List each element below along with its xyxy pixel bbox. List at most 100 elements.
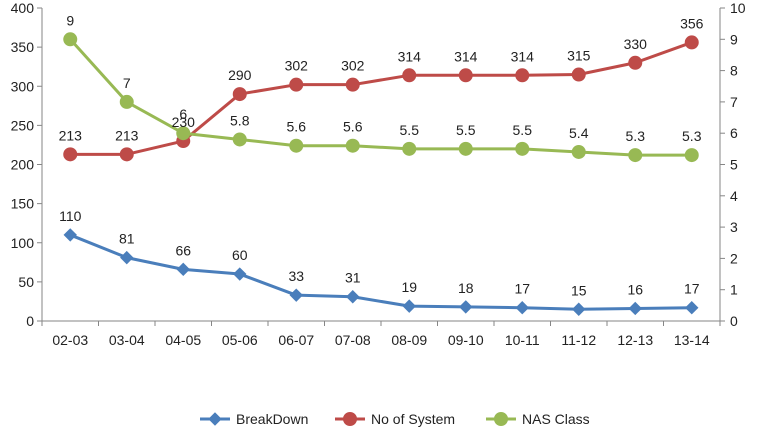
y-right-tick-label: 9 — [730, 31, 738, 47]
data-point-nas-class — [515, 141, 530, 156]
data-point-breakdown — [572, 302, 586, 316]
data-label-no-of-system: 213 — [59, 127, 83, 143]
series-nas-class — [63, 32, 699, 163]
data-point-no-of-system — [458, 68, 473, 83]
data-label-breakdown: 60 — [232, 247, 248, 263]
data-label-breakdown: 18 — [458, 280, 474, 296]
data-point-breakdown — [515, 300, 529, 315]
data-label-nas-class: 7 — [123, 75, 131, 91]
series-line-nas-class — [69, 38, 692, 157]
data-label-nas-class: 5.6 — [343, 119, 363, 135]
data-label-no-of-system: 230 — [172, 114, 196, 130]
data-label-breakdown: 17 — [684, 281, 700, 297]
data-label-nas-class: 5.3 — [626, 128, 646, 144]
legend-marker-no-of-system — [343, 412, 357, 426]
data-label-breakdown: 31 — [345, 270, 361, 286]
x-tick-label: 12-13 — [617, 332, 653, 348]
data-label-breakdown: 33 — [288, 268, 304, 284]
data-point-nas-class — [684, 148, 699, 163]
y-right-tick-label: 7 — [730, 94, 738, 110]
data-point-nas-class — [63, 32, 78, 47]
y-left-tick-label: 200 — [11, 157, 35, 173]
y-right-tick-label: 10 — [730, 0, 746, 16]
x-tick-label: 13-14 — [674, 332, 710, 348]
data-point-nas-class — [289, 138, 304, 153]
data-point-breakdown — [63, 228, 77, 242]
data-point-nas-class — [458, 141, 473, 156]
data-label-no-of-system: 314 — [511, 48, 535, 64]
y-right-tick-label: 0 — [730, 313, 738, 329]
legend-label-no-of-system: No of System — [371, 411, 455, 427]
data-label-no-of-system: 314 — [454, 48, 478, 64]
data-label-breakdown: 15 — [571, 282, 587, 298]
data-point-no-of-system — [571, 67, 586, 82]
x-tick-label: 11-12 — [561, 332, 596, 348]
data-point-no-of-system — [63, 147, 78, 162]
series-no-of-system — [63, 35, 699, 162]
data-label-no-of-system: 213 — [115, 127, 139, 143]
series-breakdown — [63, 228, 699, 316]
data-point-nas-class — [628, 148, 643, 163]
data-label-no-of-system: 330 — [624, 36, 648, 52]
y-left-tick-label: 100 — [11, 235, 35, 251]
data-label-nas-class: 5.3 — [682, 128, 702, 144]
data-point-breakdown — [120, 250, 134, 265]
series-layer — [63, 32, 699, 316]
y-right-tick-label: 5 — [730, 157, 738, 173]
data-label-nas-class: 5.5 — [400, 122, 420, 138]
data-label-no-of-system: 302 — [285, 58, 309, 74]
data-point-no-of-system — [345, 77, 360, 92]
y-left-tick-label: 400 — [11, 0, 35, 16]
legend-label-breakdown: BreakDown — [236, 411, 308, 427]
data-point-nas-class — [345, 138, 360, 153]
data-label-breakdown: 16 — [627, 281, 643, 297]
data-label-nas-class: 5.5 — [513, 122, 533, 138]
data-point-breakdown — [685, 300, 699, 315]
data-label-breakdown: 110 — [59, 208, 82, 224]
series-line-no-of-system — [70, 41, 693, 156]
x-tick-label: 10-11 — [505, 332, 540, 348]
data-label-breakdown: 17 — [514, 281, 530, 297]
axes-layer: 0 50 100 150 200 250 300 350 400 0 1 2 3 4 5 6 7 8 9 10 02-0… — [11, 0, 746, 348]
data-label-nas-class: 5.6 — [287, 119, 307, 135]
data-point-nas-class — [402, 141, 417, 156]
data-label-no-of-system: 315 — [567, 48, 591, 64]
data-label-nas-class: 5.8 — [230, 112, 250, 128]
data-label-no-of-system: 314 — [398, 48, 422, 64]
data-point-no-of-system — [402, 68, 417, 83]
data-point-no-of-system — [232, 87, 247, 102]
data-point-breakdown — [176, 262, 190, 277]
y-right-tick-label: 4 — [730, 188, 738, 204]
y-left-tick-label: 0 — [26, 313, 34, 329]
data-point-no-of-system — [684, 35, 699, 50]
data-point-no-of-system — [119, 147, 134, 162]
data-point-breakdown — [628, 301, 642, 316]
x-tick-label: 03-04 — [109, 332, 145, 348]
data-point-no-of-system — [515, 68, 530, 83]
x-tick-label: 09-10 — [448, 332, 484, 348]
data-label-nas-class: 5.5 — [456, 122, 476, 138]
series-line-breakdown — [69, 233, 692, 311]
data-label-nas-class: 9 — [66, 12, 74, 28]
x-tick-label: 04-05 — [165, 332, 201, 348]
legend-item-no-of-system: No of System — [335, 411, 455, 427]
legend: BreakDown No of System NAS Class — [200, 411, 590, 427]
data-point-breakdown — [402, 299, 416, 313]
data-label-breakdown: 66 — [175, 242, 191, 258]
y-left-tick-label: 150 — [11, 196, 35, 212]
data-point-breakdown — [289, 288, 303, 302]
data-point-nas-class — [176, 126, 191, 141]
data-point-nas-class — [571, 144, 586, 159]
data-label-breakdown: 81 — [119, 231, 135, 247]
y-left-tick-label: 350 — [11, 39, 35, 55]
data-point-nas-class — [119, 94, 134, 109]
y-right-tick-label: 3 — [730, 219, 738, 235]
y-right-tick-label: 1 — [730, 282, 738, 298]
x-tick-label: 07-08 — [335, 332, 371, 348]
y-left-tick-label: 250 — [11, 117, 35, 133]
data-point-breakdown — [233, 267, 247, 281]
data-label-no-of-system: 302 — [341, 58, 365, 74]
legend-marker-breakdown — [208, 412, 222, 426]
